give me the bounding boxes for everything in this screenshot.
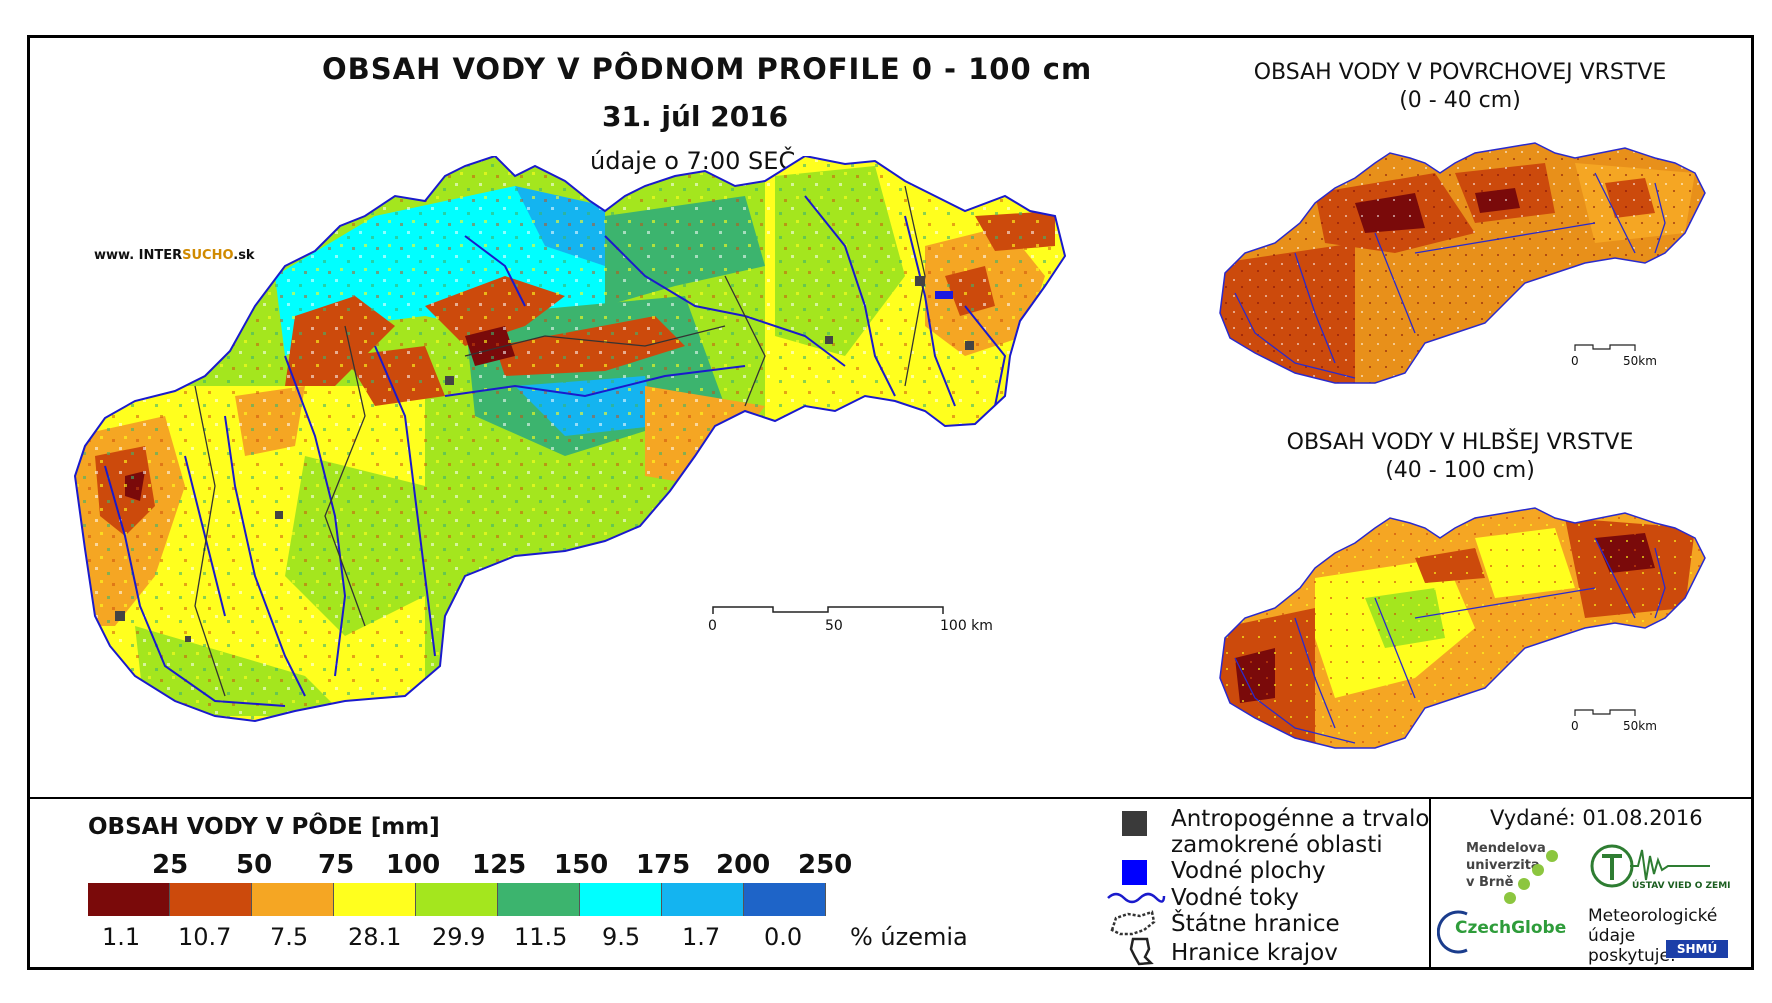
key-anthropogenic-2: zamokrené oblasti <box>1171 832 1383 858</box>
legend-swatch <box>744 883 826 916</box>
main-scale-bar: 0 50 100 km <box>708 606 993 634</box>
key-rivers: Vodné toky <box>1171 885 1299 911</box>
legend-percent: 28.1 <box>348 923 402 951</box>
website-highlight: SUCHO <box>182 248 234 263</box>
legend-swatch <box>170 883 252 916</box>
legend-percent: 9.5 <box>602 923 641 951</box>
legend-bound: 125 <box>472 850 527 880</box>
water-body-icon <box>1122 860 1147 885</box>
legend-swatch <box>580 883 662 916</box>
legend-bound: 250 <box>798 850 853 880</box>
anthropogenic-area-icon <box>1122 811 1147 836</box>
website-prefix: www. INTER <box>94 248 183 263</box>
shmu-logo: SHMÚ <box>1666 940 1728 958</box>
legend-percent: 0.0 <box>764 923 803 951</box>
deep-layer-map: 0 50km <box>1219 507 1706 749</box>
credits-divider <box>1429 797 1431 969</box>
legend-bound: 200 <box>716 850 771 880</box>
legend-percent: 7.5 <box>270 923 309 951</box>
deep-layer-depth: (40 - 100 cm) <box>1385 458 1535 483</box>
surface-layer-map: 0 50km <box>1219 142 1706 384</box>
deep-scale-end: 50km <box>1623 719 1657 733</box>
surface-layer-depth: (0 - 40 cm) <box>1399 88 1521 113</box>
legend-swatch <box>416 883 498 916</box>
meteo-credit-line2: údaje <box>1588 926 1636 946</box>
deep-layer-title: OBSAH VODY V HLBŠEJ VRSTVE <box>1286 430 1634 455</box>
legend-bound: 25 <box>152 850 189 880</box>
legend-percent: 1.7 <box>682 923 721 951</box>
legend-percent: 1.1 <box>102 923 141 951</box>
mendel-dots-logo <box>1504 850 1558 904</box>
surface-scale-start: 0 <box>1571 354 1579 368</box>
main-map-date: 31. júl 2016 <box>602 100 789 133</box>
legend-percent-unit: % územia <box>850 923 968 951</box>
region-border-icon <box>1129 937 1154 966</box>
meteo-credit-line3: poskytuje: <box>1588 946 1676 966</box>
key-water-bodies: Vodné plochy <box>1171 858 1326 884</box>
legend-bound: 75 <box>318 850 355 880</box>
main-scale-mid: 50 <box>825 618 843 634</box>
legend-swatch <box>334 883 416 916</box>
key-region-border: Hranice krajov <box>1171 940 1338 966</box>
legend-bound: 175 <box>636 850 691 880</box>
legend-percent: 11.5 <box>514 923 568 951</box>
legend-swatch <box>662 883 744 916</box>
website-suffix: .sk <box>233 248 255 263</box>
legend-percent: 29.9 <box>432 923 486 951</box>
website-label[interactable]: www. INTERSUCHO.sk <box>94 248 255 263</box>
mendel-logo-line3: v Brně <box>1466 875 1514 890</box>
main-map-subtitle: údaje o 7:00 SEČ <box>590 147 796 175</box>
legend-percent: 10.7 <box>178 923 232 951</box>
deep-scale-start: 0 <box>1571 719 1579 733</box>
map-frame: OBSAH VODY V PÔDNOM PROFILE 0 - 100 cm 3… <box>27 35 1754 970</box>
czechglobe-logo: CzechGlobe <box>1455 918 1567 938</box>
mendel-logo-line1: Mendelova <box>1466 841 1546 856</box>
surface-layer-title: OBSAH VODY V POVRCHOVEJ VRSTVE <box>1253 60 1667 85</box>
ustav-vied-o-zemi-logo <box>1590 844 1710 888</box>
legend-color-bar <box>88 883 826 916</box>
legend-bound: 100 <box>386 850 441 880</box>
key-state-border: Štátne hranice <box>1171 911 1340 937</box>
main-scale-end: 100 km <box>940 618 993 634</box>
mendel-logo-line2: univerzita <box>1466 858 1540 873</box>
legend-divider <box>30 797 1751 799</box>
river-icon <box>1107 892 1166 904</box>
legend-bound: 50 <box>236 850 273 880</box>
main-map-title: OBSAH VODY V PÔDNOM PROFILE 0 - 100 cm <box>322 52 1093 86</box>
key-anthropogenic-1: Antropogénne a trvalo <box>1171 806 1430 832</box>
issued-date: Vydané: 01.08.2016 <box>1490 806 1703 830</box>
ustav-vied-o-zemi-label: ÚSTAV VIED O ZEMI <box>1632 881 1731 891</box>
meteo-credit-line1: Meteorologické <box>1588 906 1718 926</box>
legend-swatch <box>252 883 334 916</box>
legend-swatch <box>88 883 170 916</box>
main-soil-water-map: 0 50 100 km <box>73 156 1067 723</box>
main-scale-start: 0 <box>708 618 717 634</box>
state-border-icon <box>1110 910 1156 936</box>
legend-swatch <box>498 883 580 916</box>
czechglobe-arc-logo <box>1437 910 1468 954</box>
legend-bound: 150 <box>554 850 609 880</box>
surface-scale-end: 50km <box>1623 354 1657 368</box>
legend-title: OBSAH VODY V PÔDE [mm] <box>88 814 440 840</box>
